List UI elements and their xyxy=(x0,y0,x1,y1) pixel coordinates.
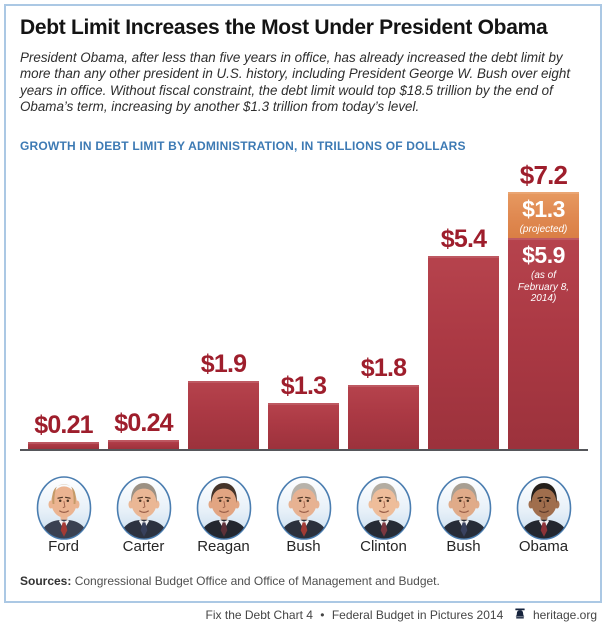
bar-ford-actual xyxy=(28,441,99,449)
footer-credit: Fix the Debt Chart 4 • Federal Budget in… xyxy=(0,607,597,622)
bar-value-label-bush: $5.4 xyxy=(440,225,487,254)
bar-reagan-actual xyxy=(188,381,259,449)
actual-value-label: $5.9 xyxy=(522,242,565,269)
sources-note: Sources: Congressional Budget Office and… xyxy=(20,574,580,588)
president-name-0: Ford xyxy=(48,538,79,555)
bar-value-label-bush: $1.3 xyxy=(280,371,327,400)
bar-value-label-reagan: $1.9 xyxy=(200,350,247,379)
bar-obama-projected: $1.3 (projected) xyxy=(508,191,579,239)
sources-label: Sources: xyxy=(20,574,72,588)
projected-note: (projected) xyxy=(519,223,568,235)
bar-value-label-carter: $0.24 xyxy=(114,409,173,438)
bar-carter-actual xyxy=(108,440,179,449)
bar-segment-projected-labels: $1.3 (projected) xyxy=(508,192,579,236)
president-name-5: Bush xyxy=(446,538,481,555)
bar-bush-actual xyxy=(268,402,339,449)
bar-value-label-clinton: $1.8 xyxy=(360,353,407,382)
page-title: Debt Limit Increases the Most Under Pres… xyxy=(20,16,548,39)
footer-separator: • xyxy=(320,608,325,622)
portrait-obama-6 xyxy=(514,470,574,540)
portrait-bush-5 xyxy=(434,470,494,540)
portrait-ford-0 xyxy=(34,470,94,540)
president-name-2: Reagan xyxy=(197,538,250,555)
president-name-1: Carter xyxy=(122,538,165,555)
president-name-6: Obama xyxy=(518,538,569,555)
bar-value-label-obama: $7.2 xyxy=(519,159,568,190)
bar-value-label-ford: $0.21 xyxy=(34,410,93,439)
portrait-clinton-4 xyxy=(354,470,414,540)
bar-segment-actual-labels: $5.9 (as of February 8, 2014) xyxy=(508,238,579,305)
x-axis-line xyxy=(20,449,588,451)
sources-text: Congressional Budget Office and Office o… xyxy=(74,574,440,588)
bar-bush-actual xyxy=(428,256,499,449)
subtitle: President Obama, after less than five ye… xyxy=(20,50,571,115)
bar-obama-actual: $5.9 (as of February 8, 2014) xyxy=(508,238,579,449)
portrait-carter-1 xyxy=(114,470,174,540)
footer-site: heritage.org xyxy=(532,608,597,622)
president-name-3: Bush xyxy=(286,538,321,555)
chart-section-heading: GROWTH IN DEBT LIMIT BY ADMINISTRATION, … xyxy=(20,139,466,153)
liberty-bell-icon xyxy=(514,608,525,619)
portrait-bush-3 xyxy=(274,470,334,540)
footer-publication: Federal Budget in Pictures 2014 xyxy=(331,608,504,622)
actual-note: (as of February 8, 2014) xyxy=(517,270,570,305)
portrait-reagan-2 xyxy=(194,470,254,540)
bar-clinton-actual xyxy=(348,384,419,449)
president-name-4: Clinton xyxy=(360,538,407,555)
projected-value-label: $1.3 xyxy=(522,195,565,222)
footer-chart-name: Fix the Debt Chart 4 xyxy=(205,608,313,622)
